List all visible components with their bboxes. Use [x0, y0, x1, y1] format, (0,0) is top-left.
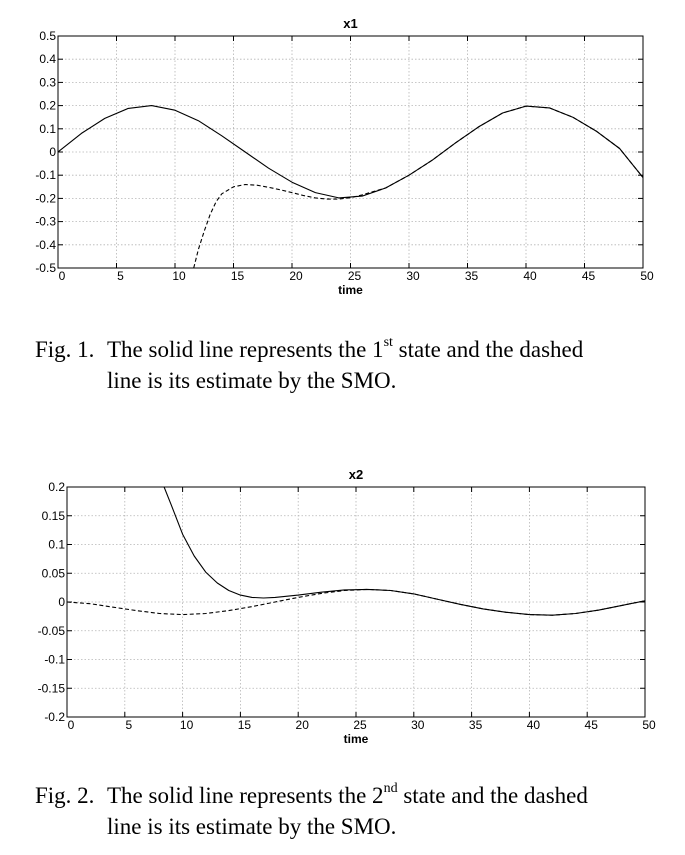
x-tick-label: 30 [406, 269, 420, 283]
x-tick-label: 10 [180, 718, 194, 732]
x-tick-label: 50 [640, 269, 654, 283]
y-tick-label: 0.05 [42, 566, 66, 580]
x-tick-label: 25 [348, 269, 362, 283]
y-tick-label: 0.1 [39, 122, 56, 136]
y-tick-label: -0.05 [38, 624, 66, 638]
x-tick-label: 50 [642, 718, 656, 732]
x-tick-label: 10 [172, 269, 186, 283]
x-tick-label: 20 [289, 269, 303, 283]
y-tick-label: -0.4 [35, 238, 56, 252]
figure-2-chart: 0 5 10 15 20 25 30 35 40 45 50 0.2 0.15 0.1 0.05 0 -0.05… [38, 467, 656, 746]
x-tick-label: 0 [68, 718, 75, 732]
state-series-line [163, 487, 645, 616]
caption-line: line is its estimate by the SMO. [107, 814, 397, 839]
x-tick-label: 0 [59, 269, 66, 283]
chart-title: x2 [349, 467, 363, 482]
y-tick-label: -0.1 [44, 653, 65, 667]
x-tick-label: 15 [231, 269, 245, 283]
chart-title: x1 [343, 16, 357, 31]
y-tick-label: -0.15 [38, 681, 66, 695]
x-tick-label: 35 [469, 718, 483, 732]
figure-1-chart: 0 5 10 15 20 25 30 35 40 45 50 0.5 0.4 0.3 0.2 0.1 0 -0.1… [35, 16, 654, 297]
x-axis-label: time [344, 732, 369, 746]
x-tick-label: 40 [527, 718, 541, 732]
caption-text: state and the dashed [397, 783, 588, 808]
caption-line: line is its estimate by the SMO. [107, 368, 397, 393]
caption-text: The solid line represents the 1 [107, 337, 384, 362]
figure-2-caption: Fig. 2. The solid line represents the 2nd… [35, 780, 665, 842]
y-tick-label: 0 [49, 145, 56, 159]
caption-line: Fig. 2. The solid line represents the 2nd… [35, 780, 665, 811]
caption-superscript: st [383, 335, 393, 351]
caption-text: The solid line represents the 2 [107, 783, 384, 808]
caption-line: Fig. 1. The solid line represents the 1st… [35, 334, 665, 365]
y-tick-label: 0.2 [48, 480, 65, 494]
caption-text: state and the dashed [392, 337, 584, 362]
caption-superscript: nd [383, 781, 398, 797]
y-tick-label: 0.15 [42, 509, 66, 523]
y-tick-label: -0.2 [44, 710, 65, 724]
x-tick-label: 35 [465, 269, 479, 283]
estimate-series-line [193, 105, 643, 268]
series-group [67, 487, 645, 616]
y-tick-label: -0.2 [35, 191, 56, 205]
x-tick-label: 45 [585, 718, 599, 732]
y-tick-label: 0.5 [39, 29, 56, 43]
y-tick-label: 0 [58, 595, 65, 609]
x-tick-label: 45 [582, 269, 596, 283]
x-tick-label: 5 [117, 269, 124, 283]
x-tick-label: 25 [353, 718, 367, 732]
y-tick-label: 0.2 [39, 99, 56, 113]
figure-1-caption: Fig. 1. The solid line represents the 1st… [35, 334, 665, 396]
x-tick-label: 30 [411, 718, 425, 732]
y-tick-label: 0.3 [39, 75, 56, 89]
caption-label: Fig. 2. [35, 783, 95, 808]
series-group [58, 105, 643, 268]
x-tick-label: 15 [238, 718, 252, 732]
x-axis-label: time [338, 283, 363, 297]
y-tick-label: 0.4 [39, 52, 56, 66]
caption-label: Fig. 1. [35, 337, 95, 362]
y-tick-label: -0.5 [35, 261, 56, 275]
y-tick-label: 0.1 [48, 538, 65, 552]
y-tick-label: -0.1 [35, 168, 56, 182]
x-tick-label: 20 [296, 718, 310, 732]
x-tick-label: 5 [125, 718, 132, 732]
y-tick-label: -0.3 [35, 215, 56, 229]
x-tick-label: 40 [523, 269, 537, 283]
